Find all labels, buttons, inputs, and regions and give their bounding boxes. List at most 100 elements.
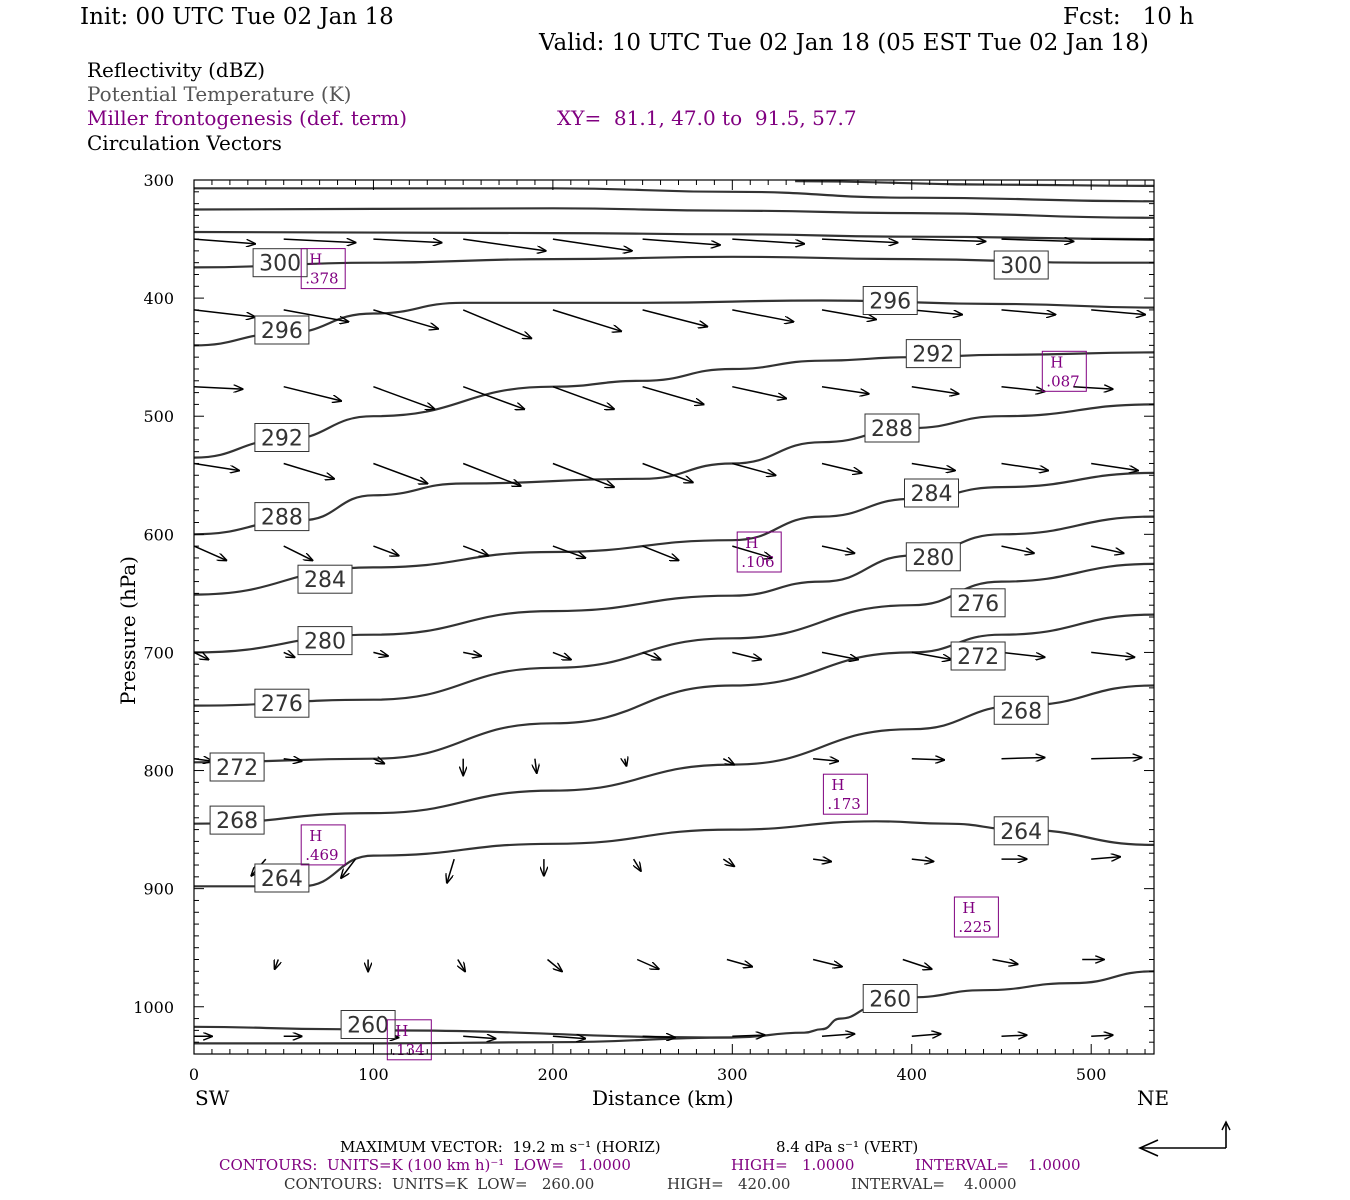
circulation-vector bbox=[726, 958, 752, 967]
frontogenesis-max: H.173 bbox=[822, 773, 868, 815]
contour-label-284: 284 bbox=[904, 478, 959, 508]
field-frontogenesis: Miller frontogenesis (def. term) bbox=[87, 106, 408, 130]
svg-text:H: H bbox=[309, 251, 322, 269]
circulation-vector bbox=[283, 652, 295, 657]
circulation-vector bbox=[552, 309, 621, 331]
contour-label-296: 296 bbox=[862, 286, 918, 315]
svg-text:292: 292 bbox=[912, 343, 954, 368]
circulation-vector bbox=[194, 238, 255, 244]
circulation-vector bbox=[283, 759, 302, 761]
y-tick-label: 800 bbox=[143, 762, 174, 781]
circulation-vector bbox=[552, 545, 585, 558]
x-tick-label: 300 bbox=[717, 1065, 748, 1084]
svg-text:276: 276 bbox=[957, 592, 999, 617]
y-tick-label: 300 bbox=[143, 171, 174, 190]
circulation-vector bbox=[636, 958, 659, 970]
contours-frontogenesis-interval: INTERVAL= 1.0000 bbox=[915, 1156, 1081, 1174]
circulation-vector bbox=[552, 1036, 585, 1038]
svg-text:H: H bbox=[745, 534, 758, 552]
contour-label-296: 296 bbox=[254, 315, 310, 345]
circulation-vector bbox=[821, 651, 858, 659]
circulation-vector bbox=[462, 309, 531, 338]
circulation-vector bbox=[722, 859, 734, 866]
field-theta: Potential Temperature (K) bbox=[87, 82, 352, 106]
x-tick-label: 400 bbox=[896, 1065, 927, 1084]
x-tick-label: 0 bbox=[189, 1065, 199, 1084]
svg-text:276: 276 bbox=[261, 692, 303, 717]
circulation-vector bbox=[642, 1036, 675, 1037]
y-tick-label: 400 bbox=[143, 289, 174, 308]
circulation-vector bbox=[911, 385, 959, 394]
theta-contour-upper-15 bbox=[795, 180, 1154, 187]
svg-text:264: 264 bbox=[261, 867, 303, 892]
frontogenesis-max: H.378 bbox=[300, 248, 346, 290]
contour-label-276: 276 bbox=[254, 688, 310, 718]
y-tick-label: 700 bbox=[143, 643, 174, 662]
circulation-vector bbox=[911, 309, 962, 315]
y-tick-label: 1000 bbox=[133, 998, 174, 1017]
circulation-vector bbox=[194, 545, 226, 560]
circulation-vector bbox=[552, 651, 571, 659]
y-tick-label: 600 bbox=[143, 525, 174, 544]
circulation-vector bbox=[1091, 758, 1141, 759]
contours-theta-units: CONTOURS: UNITS=K LOW= 260.00 bbox=[284, 1175, 595, 1193]
circulation-vector bbox=[821, 462, 862, 473]
circulation-vector bbox=[732, 1035, 764, 1036]
circulation-vector bbox=[1091, 545, 1123, 553]
frontogenesis-max: H.087 bbox=[1041, 350, 1087, 392]
circulation-vector bbox=[642, 238, 720, 245]
contours-frontogenesis-units: CONTOURS: UNITS=K (100 km h)⁻¹ LOW= 1.00… bbox=[219, 1156, 631, 1174]
circulation-vector bbox=[911, 239, 986, 241]
svg-text:284: 284 bbox=[911, 482, 953, 507]
contour-label-292: 292 bbox=[254, 423, 310, 452]
svg-text:H: H bbox=[395, 1022, 408, 1040]
theta-contour-upper-14 bbox=[194, 187, 1154, 203]
svg-text:H: H bbox=[309, 827, 322, 845]
circulation-vector bbox=[1001, 651, 1045, 657]
svg-text:296: 296 bbox=[869, 290, 911, 315]
circulation-vector bbox=[642, 651, 661, 659]
circulation-vector bbox=[1091, 239, 1154, 240]
frontogenesis-max: H.469 bbox=[300, 824, 346, 866]
circulation-vector bbox=[373, 545, 398, 556]
circulation-vector bbox=[462, 545, 488, 556]
svg-text:292: 292 bbox=[261, 427, 303, 452]
circulation-vector bbox=[462, 385, 524, 409]
max-vector-horiz: MAXIMUM VECTOR: 19.2 m s⁻¹ (HORIZ) bbox=[340, 1138, 661, 1156]
contour-label-300: 300 bbox=[993, 250, 1049, 280]
circulation-vector bbox=[642, 385, 704, 405]
contour-label-272: 272 bbox=[209, 752, 265, 782]
y-tick-label: 500 bbox=[143, 407, 174, 426]
circulation-vector bbox=[373, 309, 438, 329]
circulation-vector bbox=[547, 958, 562, 972]
theta-contour-260 bbox=[194, 970, 1154, 1045]
frontogenesis-max: H.106 bbox=[736, 531, 782, 573]
field-vectors: Circulation Vectors bbox=[87, 131, 282, 155]
svg-text:H: H bbox=[1050, 353, 1063, 371]
circulation-vector bbox=[911, 462, 955, 471]
svg-text:H: H bbox=[831, 776, 844, 794]
svg-text:.469: .469 bbox=[305, 846, 338, 864]
svg-text:272: 272 bbox=[216, 756, 258, 781]
svg-text:H: H bbox=[962, 899, 975, 917]
svg-text:268: 268 bbox=[216, 809, 258, 834]
contour-label-260: 260 bbox=[340, 1010, 396, 1039]
theta-contour-upper-12 bbox=[194, 230, 1154, 241]
circulation-vector bbox=[463, 652, 481, 656]
circulation-vector bbox=[1001, 758, 1045, 759]
circulation-vector bbox=[821, 1034, 854, 1036]
circulation-vector bbox=[1091, 309, 1145, 315]
circulation-vector bbox=[275, 960, 279, 970]
sw-end-label: SW bbox=[195, 1086, 230, 1110]
contour-label-272: 272 bbox=[950, 641, 1006, 671]
circulation-vector bbox=[1001, 239, 1074, 241]
svg-text:268: 268 bbox=[1000, 699, 1042, 724]
x-axis-label: Distance (km) bbox=[592, 1086, 734, 1110]
circulation-vector bbox=[458, 959, 465, 972]
theta-contour-296 bbox=[194, 299, 1154, 347]
svg-text:280: 280 bbox=[304, 630, 346, 655]
circulation-vector bbox=[1001, 545, 1034, 553]
circulation-vector bbox=[1091, 1035, 1113, 1036]
contour-label-260: 260 bbox=[862, 984, 918, 1013]
